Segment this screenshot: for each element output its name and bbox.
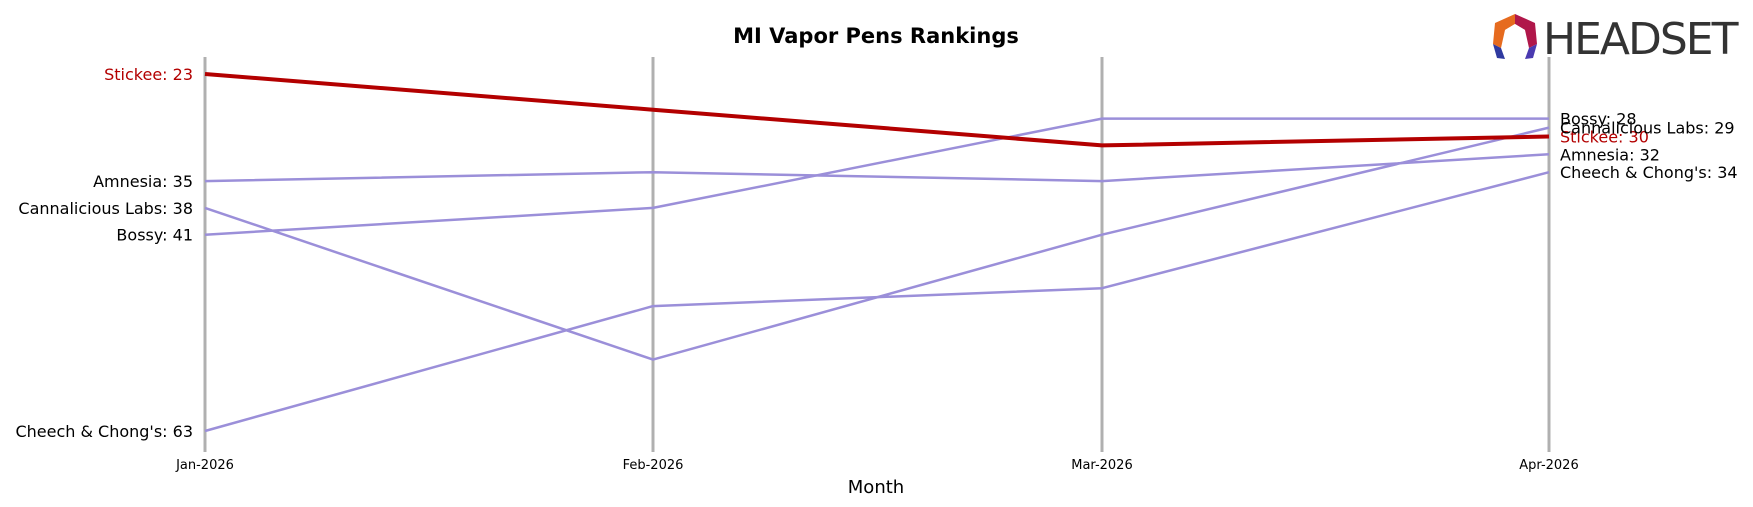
series-labels: Stickee: 23 Stickee: 30 Amnesia: 35 Amnesia… <box>15 65 1737 441</box>
end-label-amnesia: Amnesia: 32 <box>1560 145 1660 164</box>
start-label-amnesia: Amnesia: 35 <box>93 172 193 191</box>
series-line-cheech-chong-s <box>204 170 1550 433</box>
headset-logo-text: HEADSET <box>1543 14 1739 65</box>
series-line-stickee <box>204 72 1550 148</box>
x-tick-jan-2026: Jan-2026 <box>175 458 234 473</box>
chart-title: MI Vapor Pens Rankings <box>733 24 1019 48</box>
end-label-cheech-chong-s: Cheech & Chong's: 34 <box>1560 163 1738 182</box>
headset-logo-icon <box>1493 14 1537 59</box>
x-axis-label: Month <box>848 477 904 498</box>
start-label-cheech-chong-s: Cheech & Chong's: 63 <box>15 422 193 441</box>
end-label-cannalicious-labs: Cannalicious Labs: 29 <box>1560 119 1735 138</box>
end-label-stickee: Stickee: 30 <box>1560 127 1649 146</box>
series-lines <box>204 72 1550 433</box>
series-line-bossy <box>204 117 1549 236</box>
headset-logo: HEADSET <box>1493 14 1741 65</box>
x-tick-apr-2026: Apr-2026 <box>1519 458 1578 473</box>
end-label-bossy: Bossy: 28 <box>1560 110 1637 129</box>
start-label-stickee: Stickee: 23 <box>104 65 193 84</box>
start-label-bossy: Bossy: 41 <box>116 226 193 245</box>
x-tick-feb-2026: Feb-2026 <box>623 458 684 473</box>
gridlines <box>203 57 1551 452</box>
series-line-amnesia <box>204 153 1550 183</box>
start-label-cannalicious-labs: Cannalicious Labs: 38 <box>18 199 193 218</box>
x-tick-mar-2026: Mar-2026 <box>1071 458 1132 473</box>
x-tick-labels: Jan-2026 Feb-2026 Mar-2026 Apr-2026 <box>175 458 1579 473</box>
